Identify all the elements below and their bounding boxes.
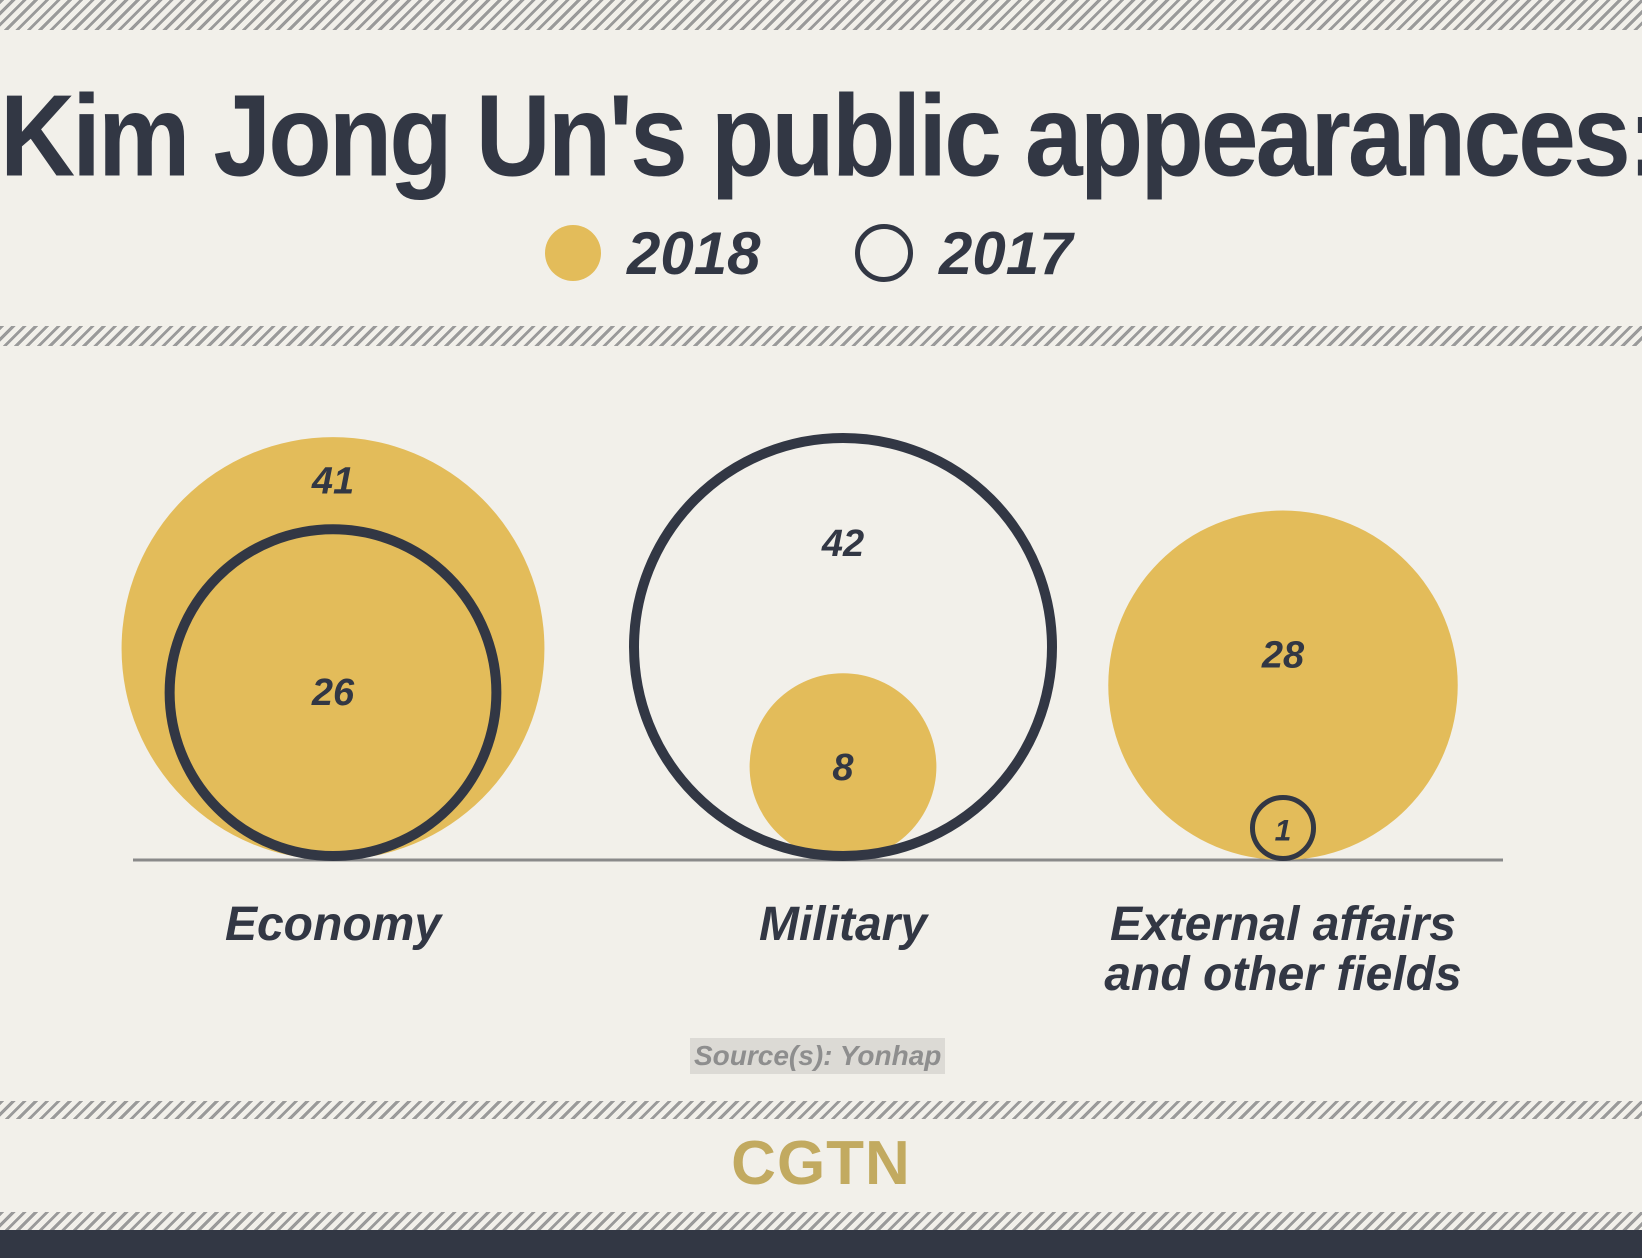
- category-label-economy: Economy: [225, 898, 443, 951]
- data-label-2017-military: 42: [821, 523, 864, 565]
- lower-stripe-divider: [0, 1101, 1642, 1119]
- category-label-military: Military: [759, 898, 929, 951]
- bottom-stripe-border: [0, 1212, 1642, 1230]
- legend-swatch-ring-circle-icon: [855, 224, 913, 282]
- bottom-bar: [0, 1230, 1642, 1258]
- chart-title: Kim Jong Un's public appearances:: [0, 71, 1642, 202]
- legend-item-2017: 2017: [855, 220, 1072, 287]
- legend-item-2018: 2018: [545, 220, 760, 287]
- bubble-2017-economy: [164, 524, 502, 861]
- bubble-2018-economy: [121, 437, 545, 860]
- legend-swatch-filled-circle-icon: [545, 225, 601, 281]
- bubble-2018-external: [1108, 510, 1458, 860]
- bubble-2017-external: [1249, 794, 1317, 861]
- middle-stripe-divider: [0, 326, 1642, 346]
- category-label-external-line-1: External affairs: [1110, 898, 1456, 951]
- cgtn-logo: CGTN: [731, 1129, 911, 1198]
- data-label-2017-economy: 26: [311, 672, 355, 714]
- source-note: Source(s): Yonhap: [690, 1038, 946, 1074]
- data-label-2018-military: 8: [832, 747, 854, 789]
- category-label-external-line-2: and other fields: [1104, 948, 1461, 1001]
- data-label-2018-economy: 41: [311, 460, 354, 502]
- bubble-2018-military: [749, 673, 937, 860]
- data-label-2017-external: 1: [1275, 814, 1292, 847]
- data-label-2018-external: 28: [1261, 634, 1305, 676]
- top-stripe-border: [0, 0, 1642, 30]
- legend-label-2017: 2017: [939, 219, 1073, 287]
- legend-label-2018: 2018: [627, 219, 761, 287]
- bubble-2017-military: [629, 433, 1057, 861]
